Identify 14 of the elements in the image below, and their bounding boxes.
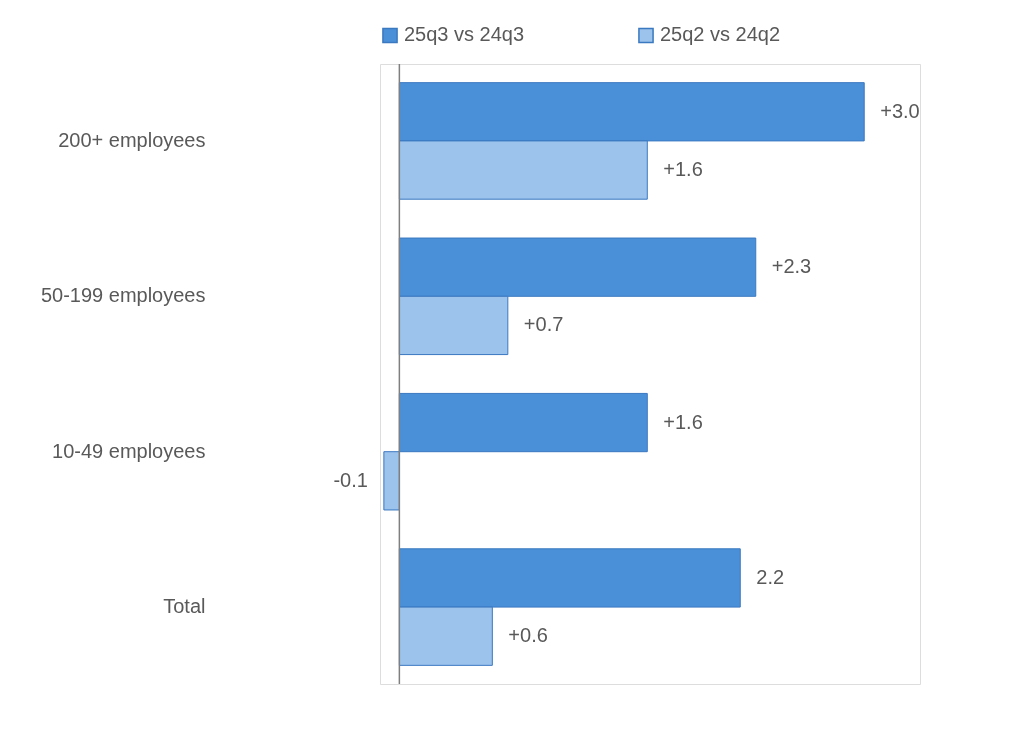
y-tick-label: 200+ employees [58, 128, 206, 151]
data-label: -0.1 [333, 468, 368, 491]
legend-label: 25q2 vs 24q2 [660, 23, 781, 46]
data-label: +1.6 [663, 410, 703, 433]
data-label: 2.2 [756, 565, 785, 588]
data-label: +1.6 [663, 158, 703, 181]
y-tick-label: Total [163, 595, 206, 618]
data-label: +2.3 [771, 255, 812, 278]
y-tick-label: 50-199 employees [40, 284, 206, 307]
y-tick-label: 10-49 employees [52, 439, 206, 462]
data-label: +0.7 [523, 313, 564, 336]
legend-label: 25q3 vs 24q3 [404, 23, 525, 46]
data-label: +3.0 [880, 99, 920, 122]
data-label: +0.6 [508, 624, 548, 647]
